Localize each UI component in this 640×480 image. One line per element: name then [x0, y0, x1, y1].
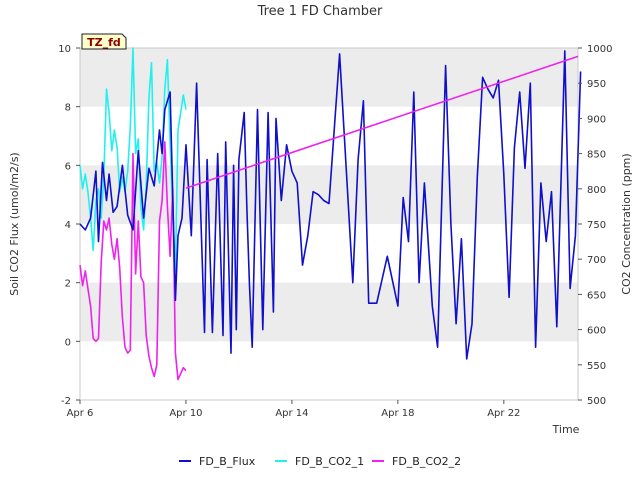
tz-badge: TZ_fd [81, 33, 127, 50]
y2-axis-title: CO2 Concentration (ppm) [620, 153, 633, 294]
y2-tick-label: 900 [587, 114, 606, 125]
y-tick-label: 6 [65, 161, 71, 172]
legend: FD_B_Flux FD_B_CO2_1 FD_B_CO2_2 [179, 455, 461, 468]
legend-label-co2-2: FD_B_CO2_2 [392, 455, 461, 468]
y2-tick-label: 800 [587, 185, 606, 196]
y2-tick-label: 600 [587, 326, 606, 337]
axes-layer: -2 0 2 4 6 8 10 500 550 600 650 700 750 800 850 900 950 1… [58, 44, 612, 419]
y-tick-label: 8 [65, 103, 71, 114]
x-tick-label: Apr 22 [487, 408, 520, 419]
tz-badge-label: TZ_fd [87, 36, 121, 49]
y2-tick-label: 650 [587, 290, 606, 301]
series-line-fd-b-co2-1 [79, 47, 187, 272]
y-tick-label: 2 [65, 279, 71, 290]
y2-tick-label: 850 [587, 150, 606, 161]
grid-band [80, 282, 578, 342]
y2-tick-label: 1000 [587, 44, 612, 55]
series-layer [79, 47, 582, 381]
legend-label-co2-1: FD_B_CO2_1 [295, 455, 364, 468]
x-tick-label: Apr 14 [275, 408, 308, 419]
y2-tick-label: 700 [587, 255, 606, 266]
y-tick-label: 10 [58, 44, 71, 55]
x-tick-label: Apr 18 [381, 408, 414, 419]
x-tick-label: Apr 10 [169, 408, 202, 419]
series-line-fd-b-flux [79, 50, 582, 360]
series-line-fd-b-co2-2 [79, 141, 187, 381]
y-axis-title: Soil CO2 Flux (umol/m2/s) [8, 152, 21, 295]
y-tick-label: 0 [65, 337, 71, 348]
y2-tick-label: 500 [587, 396, 606, 407]
y-tick-label: 4 [65, 220, 71, 231]
series-line-fd-b-co2-2-trend [185, 55, 579, 189]
y2-tick-label: 550 [587, 361, 606, 372]
grid-band [80, 48, 578, 107]
x-tick-label: Apr 6 [67, 408, 94, 419]
y2-tick-label: 950 [587, 79, 606, 90]
y-tick-label: -2 [61, 396, 71, 407]
y2-tick-label: 750 [587, 220, 606, 231]
chart-title: Tree 1 FD Chamber [257, 4, 383, 19]
x-axis-title: Time [552, 423, 580, 436]
legend-label-flux: FD_B_Flux [199, 455, 256, 468]
